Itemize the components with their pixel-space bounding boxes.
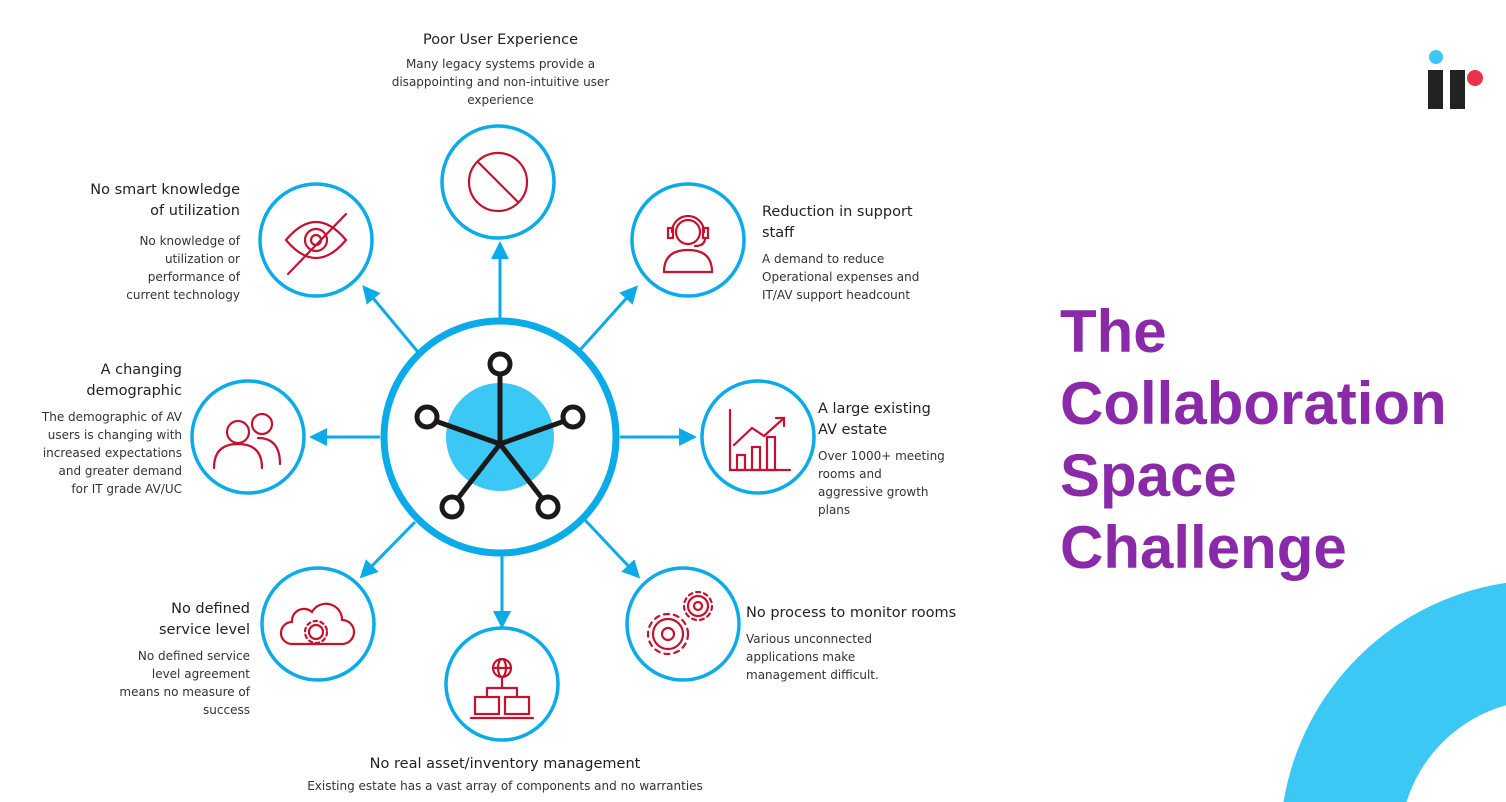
item-heading: No smart knowledge of utilization xyxy=(90,182,240,219)
item-heading: No defined service level xyxy=(158,601,250,638)
item-heading: Reduction in support staff xyxy=(762,204,913,241)
item-heading: No real asset/inventory management xyxy=(369,756,641,772)
item-utilization: No smart knowledge of utilization No kno… xyxy=(80,180,240,304)
item-body: Existing estate has a vast array of comp… xyxy=(307,779,703,793)
item-support-staff: Reduction in support staff A demand to r… xyxy=(762,202,927,304)
item-body: Many legacy systems provide a disappoint… xyxy=(391,57,610,107)
item-monitor-rooms: No process to monitor rooms Various unco… xyxy=(746,603,966,684)
growth-chart-icon xyxy=(728,408,792,472)
node-service-level xyxy=(260,566,376,682)
cloud-gear-icon xyxy=(279,602,356,646)
item-body: No defined service level agreement means… xyxy=(119,649,250,717)
item-body: The demographic of AV users is changing … xyxy=(41,410,182,496)
prohibited-icon xyxy=(467,151,529,213)
item-heading: A changing demographic xyxy=(86,362,182,399)
users-icon xyxy=(212,412,282,470)
gears-icon xyxy=(646,590,714,656)
node-utilization xyxy=(258,182,374,298)
company-logo xyxy=(1428,50,1483,109)
title-line: Collaboration xyxy=(1060,370,1447,437)
item-service-level: No defined service level No defined serv… xyxy=(110,599,250,719)
item-body: A demand to reduce Operational expenses … xyxy=(762,252,920,302)
item-body: Over 1000+ meeting rooms and aggressive … xyxy=(818,449,945,517)
item-asset-management: No real asset/inventory management Exist… xyxy=(250,754,760,795)
item-heading: Poor User Experience xyxy=(422,32,579,48)
hub-network-icon xyxy=(414,351,586,520)
node-monitor-rooms xyxy=(625,566,741,682)
node-support-staff xyxy=(630,182,746,298)
item-body: Various unconnected applications make ma… xyxy=(746,632,879,682)
arrows xyxy=(309,241,697,629)
node-av-estate xyxy=(700,379,816,495)
item-poor-ux: Poor User Experience Many legacy systems… xyxy=(378,30,623,109)
item-demographic: A changing demographic The demographic o… xyxy=(40,360,182,498)
title-line: Space xyxy=(1060,442,1237,509)
decorative-arc xyxy=(1283,582,1506,802)
page-title: The Collaboration Space Challenge xyxy=(1060,296,1447,584)
eye-slash-icon xyxy=(284,212,348,276)
network-devices-icon xyxy=(469,657,535,720)
title-line: Challenge xyxy=(1060,514,1347,581)
item-body: No knowledge of utilization or performan… xyxy=(126,234,240,302)
item-heading: No process to monitor rooms xyxy=(746,605,957,621)
headset-agent-icon xyxy=(662,214,714,274)
item-av-estate: A large existing AV estate Over 1000+ me… xyxy=(818,399,948,519)
item-heading: A large existing AV estate xyxy=(818,401,931,438)
title-line: The xyxy=(1060,298,1167,365)
